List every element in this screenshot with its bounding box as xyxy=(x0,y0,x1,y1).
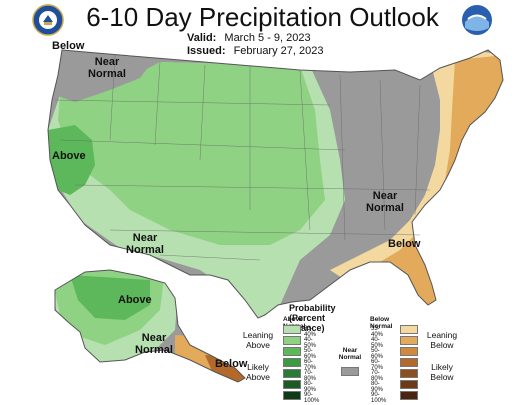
legend-below-range: 90-100% xyxy=(371,392,387,404)
legend-above-range: 60-70% xyxy=(304,359,317,371)
noaa-commerce-seal-icon xyxy=(32,4,64,36)
legend-below-swatch xyxy=(400,358,418,367)
page-title: 6-10 Day Precipitation Outlook xyxy=(86,2,439,32)
legend-leaning-above: Leaning Above xyxy=(242,330,274,350)
issued-label: Issued: xyxy=(187,45,226,57)
legend-likely-above: Likely Above xyxy=(245,362,271,382)
label-near-normal-nw: Near Normal xyxy=(88,56,126,80)
legend-likely-below: Likely Below xyxy=(430,362,454,382)
legend-below-swatch xyxy=(400,369,418,378)
legend-above-swatch xyxy=(283,380,301,389)
legend-below-range: 50-60% xyxy=(371,348,384,360)
region-near-normal-nw xyxy=(55,50,155,102)
valid-value: March 5 - 9, 2023 xyxy=(224,32,311,44)
legend-leaning-below: Leaning Below xyxy=(426,330,458,350)
conus-outline xyxy=(47,49,504,319)
legend-above-range: 50-60% xyxy=(304,348,317,360)
legend-above-range: 40-50% xyxy=(304,337,317,349)
legend-above-range: 33-40% xyxy=(304,326,317,338)
label-below-nw: Below xyxy=(52,40,85,52)
label-below-ak: Below xyxy=(215,358,248,370)
region-above-50-60 xyxy=(48,125,95,195)
legend-below-range: 70-80% xyxy=(371,370,384,382)
legend-above-swatch xyxy=(283,336,301,345)
legend-below-range: 40-50% xyxy=(371,337,384,349)
state-boundaries xyxy=(54,54,431,261)
legend-below-swatch xyxy=(400,391,418,400)
legend-above-range: 80-90% xyxy=(304,381,317,393)
legend-above-swatch xyxy=(283,358,301,367)
legend-above-swatch xyxy=(283,369,301,378)
legend-above-swatch xyxy=(283,325,301,334)
issued-value: February 27, 2023 xyxy=(233,45,324,57)
label-above-ca: Above xyxy=(52,150,86,162)
legend-below-range: 80-90% xyxy=(371,381,384,393)
legend-below-range: 60-70% xyxy=(371,359,384,371)
valid-line: Valid: March 5 - 9, 2023 xyxy=(187,32,311,44)
legend-near-header: Near Normal xyxy=(338,347,362,361)
legend-below-swatch xyxy=(400,336,418,345)
issued-line: Issued: February 27, 2023 xyxy=(187,45,323,57)
valid-label: Valid: xyxy=(187,32,217,44)
legend-below-swatch xyxy=(400,325,418,334)
label-near-normal-sw: Near Normal xyxy=(126,232,164,256)
legend-below-swatch xyxy=(400,380,418,389)
legend-above-range: 90-100% xyxy=(304,392,320,404)
legend-below-range: 33-40% xyxy=(371,326,384,338)
ak-above-50-60 xyxy=(70,275,150,320)
label-near-normal-ohio: Near Normal xyxy=(366,190,404,214)
alaska-outline xyxy=(54,269,246,383)
legend-above-swatch xyxy=(283,391,301,400)
label-above-ak: Above xyxy=(118,294,152,306)
legend-above-swatch xyxy=(283,347,301,356)
label-below-se: Below xyxy=(388,238,421,250)
noaa-logo-icon xyxy=(461,4,493,36)
legend-title: Probability (Percent Chance) xyxy=(289,303,336,333)
legend-below-header: Below Normal xyxy=(370,316,393,330)
region-above-40-50 xyxy=(58,62,325,245)
legend-above-range: 70-80% xyxy=(304,370,317,382)
label-near-normal-ak: Near Normal xyxy=(135,332,173,356)
legend-below-swatch xyxy=(400,347,418,356)
legend-near-swatch xyxy=(341,367,359,376)
